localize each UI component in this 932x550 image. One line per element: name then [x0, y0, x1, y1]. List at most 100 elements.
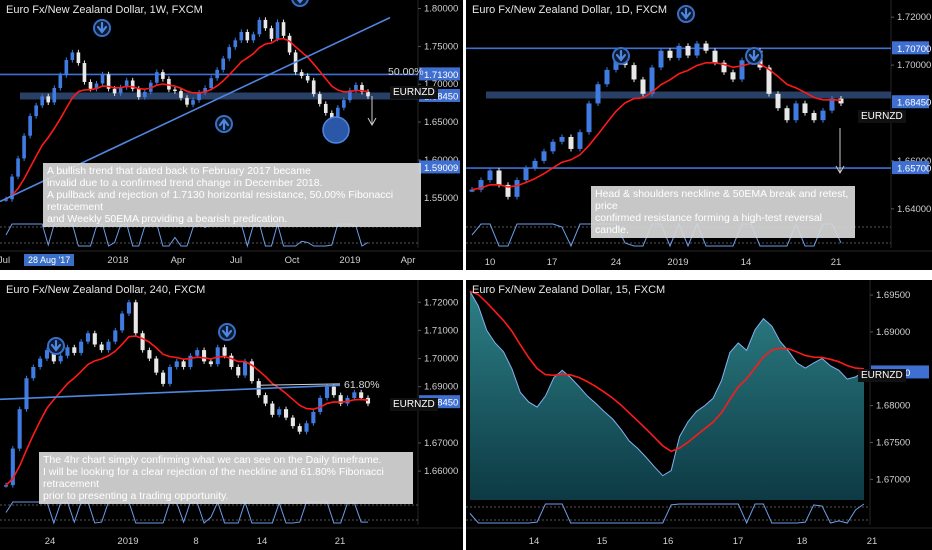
candle-body: [215, 347, 220, 365]
price-tick-label: 1.75000: [424, 41, 458, 52]
candle-body: [106, 74, 111, 89]
symbol-tag: EURNZD: [858, 110, 906, 123]
candle-body: [52, 88, 57, 103]
weekly-chart-panel[interactable]: 1.80000 1.75000 1.70000 1.65000 1.60000 1.550…: [0, 0, 463, 270]
four-hour-chart-svg: 1.72000 1.71000 1.70000 1.69000 1.67000 1.660…: [0, 280, 463, 550]
candle-body: [299, 72, 304, 76]
candle-body: [348, 90, 352, 101]
time-tick-label: 8: [193, 536, 198, 547]
time-tick-label: 24: [45, 536, 56, 547]
candle-body: [342, 100, 346, 108]
time-tick-label: Apr: [401, 255, 416, 266]
chart-title: Euro Fx/New Zealand Dollar, 240, FXCM: [6, 284, 206, 296]
analysis-note: A bullish trend that dated back to Febru…: [43, 163, 421, 227]
date-cursor-tag: 28 Aug '17: [24, 254, 75, 266]
candle-body: [297, 426, 302, 432]
candle-body: [613, 60, 619, 70]
candle-body: [10, 176, 14, 200]
price-tick-label: 1.72000: [424, 297, 458, 308]
candle-body: [58, 355, 63, 362]
candle-body: [249, 361, 254, 382]
four-hour-chart-panel[interactable]: 1.72000 1.71000 1.70000 1.69000 1.67000 1.660…: [0, 280, 463, 550]
candle-body: [147, 350, 152, 359]
candle-body: [17, 409, 22, 449]
candle-body: [304, 423, 309, 432]
candle-body: [257, 19, 262, 35]
fib-line: [257, 383, 341, 386]
candle-body: [658, 50, 664, 68]
projection-arrow: [367, 96, 377, 127]
candle-body: [269, 28, 274, 39]
candle-body: [338, 395, 343, 404]
candle-body: [221, 58, 226, 70]
candle-body: [243, 361, 248, 376]
price-label: 1.70700: [897, 44, 931, 55]
candle-body: [586, 103, 592, 133]
arrow-down-circle-icon: [612, 47, 630, 65]
symbol-tag: EURNZD: [390, 398, 438, 411]
candle-body: [22, 135, 26, 159]
candle-body: [336, 107, 340, 120]
candle-body: [568, 136, 574, 149]
highlight-circle: [322, 116, 350, 144]
candle-body: [793, 103, 799, 121]
candle-body: [154, 358, 159, 373]
candle-body: [239, 32, 244, 41]
chart-background: [0, 0, 463, 270]
candle-body: [550, 141, 556, 152]
ema-line: [469, 290, 865, 453]
price-label: 1.65700: [897, 164, 931, 175]
candle-body: [290, 417, 295, 427]
candle-body: [112, 88, 117, 94]
ema-line: [5, 335, 369, 486]
time-tick-label: 18: [797, 536, 808, 547]
price-tick-label: 1.67000: [424, 438, 458, 449]
candle-body: [126, 302, 131, 314]
time-tick-label: 21: [831, 257, 842, 268]
price-tick-label: 1.55000: [424, 193, 458, 204]
candle-body: [541, 151, 547, 161]
candle-body: [79, 341, 84, 353]
price-label-box: [419, 67, 460, 81]
candle-body: [195, 350, 200, 356]
candle-body: [532, 160, 538, 169]
chart-title: Euro Fx/New Zealand Dollar, 15, FXCM: [472, 284, 666, 296]
price-line: [469, 291, 865, 477]
candle-body: [24, 378, 29, 410]
candle-body: [317, 94, 322, 104]
candle-body: [595, 84, 601, 104]
candle-body: [70, 52, 75, 61]
candle-body: [270, 403, 275, 415]
price-label: 1.59009: [424, 163, 458, 174]
candle-body: [113, 330, 118, 342]
candle-body: [784, 108, 790, 121]
candle-body: [685, 45, 691, 56]
candle-body: [28, 116, 32, 136]
price-tick-label: 1.72000: [897, 12, 931, 23]
candle-body: [676, 45, 682, 58]
candle-body: [631, 65, 637, 80]
candle-body: [16, 158, 20, 177]
fifteen-minute-chart-panel[interactable]: 1.69500 1.69000 1.68000 1.67500 1.67000 14 15 1…: [466, 280, 932, 550]
candle-body: [208, 361, 213, 365]
candle-body: [766, 67, 772, 94]
fib-label: 61.80%: [344, 379, 380, 391]
candle-body: [34, 105, 38, 117]
time-tick-label: 14: [529, 536, 540, 547]
candle-body: [100, 74, 105, 84]
daily-chart-panel[interactable]: 1.720001.700001.660001.64000101724201914…: [466, 0, 932, 270]
weekly-chart-svg: 1.80000 1.75000 1.70000 1.65000 1.60000 1.550…: [0, 0, 463, 270]
candle-body: [161, 372, 166, 384]
time-tick-label: 14: [257, 536, 268, 547]
candle-body: [667, 50, 673, 58]
price-label: 1.71300: [424, 70, 458, 81]
candle-body: [811, 113, 817, 121]
candle-body: [203, 88, 207, 93]
candle-body: [94, 83, 99, 89]
candle-body: [730, 72, 736, 80]
time-tick-label: Jul: [0, 255, 10, 266]
time-tick-label: 2019: [117, 536, 138, 547]
candle-body: [82, 63, 87, 82]
candle-body: [185, 97, 189, 105]
